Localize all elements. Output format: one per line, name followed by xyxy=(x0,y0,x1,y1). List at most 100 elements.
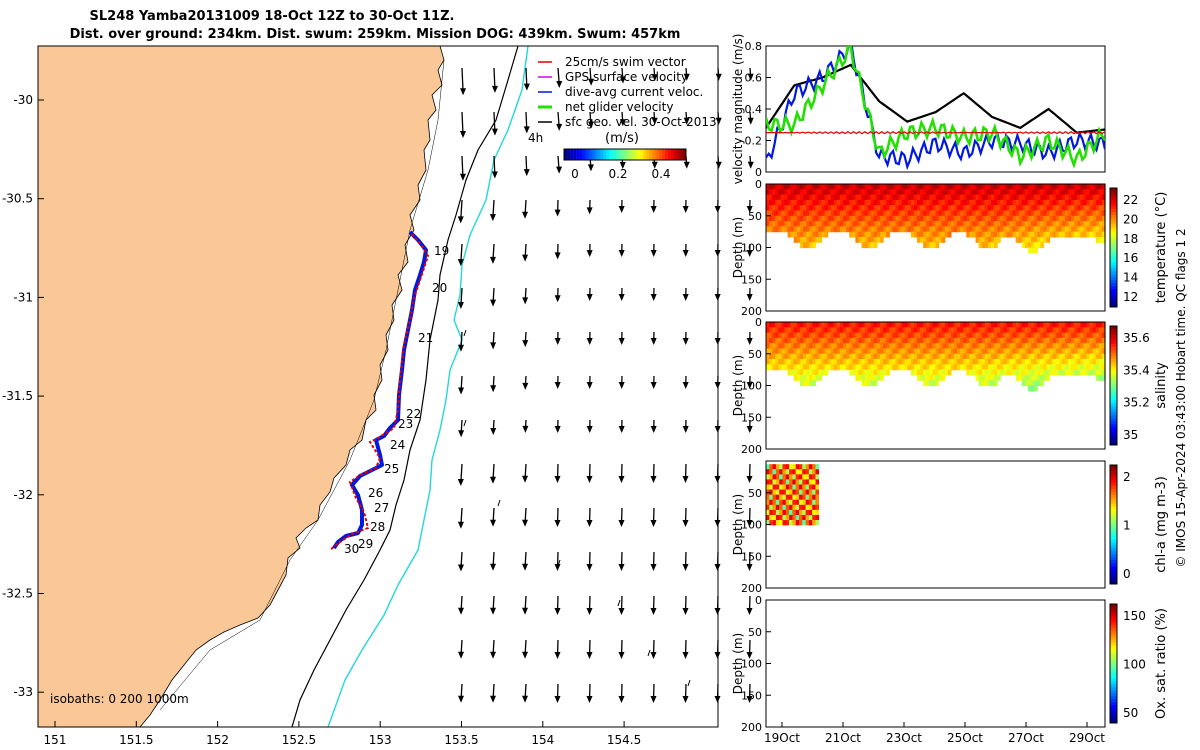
section-cell xyxy=(883,369,887,376)
section-cell xyxy=(1031,337,1035,344)
section-cell xyxy=(913,205,918,212)
section-cell xyxy=(984,226,989,233)
section-cell xyxy=(1003,210,1007,217)
section-cell xyxy=(978,210,983,217)
section-cell xyxy=(969,215,974,222)
section-cell xyxy=(873,226,878,233)
section-cell xyxy=(793,369,798,376)
velocity-arrow-head xyxy=(522,382,529,390)
speed-colorbar: 0 0.2 0.4 xyxy=(563,148,687,181)
colorbar-cell xyxy=(1110,578,1117,582)
section-cell xyxy=(824,184,829,190)
section-cell xyxy=(1012,210,1017,217)
section-cell xyxy=(920,337,924,344)
section-cell xyxy=(1000,231,1004,238)
section-cell xyxy=(852,369,856,376)
section-cell xyxy=(1074,353,1078,360)
section-cell xyxy=(805,504,810,511)
section-cell xyxy=(1027,184,1032,190)
section-cell xyxy=(1074,226,1078,233)
section-cell xyxy=(769,520,773,526)
velocity-arrow-head xyxy=(554,695,561,703)
section-cell xyxy=(1021,205,1026,212)
section-cell xyxy=(806,189,810,196)
section-cell xyxy=(806,226,810,233)
section-cell xyxy=(775,348,779,355)
section-cell xyxy=(1092,194,1097,201)
section-cell xyxy=(1009,369,1014,376)
section-cell xyxy=(990,380,995,387)
section-cell xyxy=(944,327,949,334)
section-cell xyxy=(886,231,890,238)
section-cell xyxy=(1095,364,1100,371)
section-cell xyxy=(904,184,909,190)
section-cell xyxy=(994,199,998,206)
section-cell xyxy=(1027,236,1032,243)
section-cell xyxy=(886,343,890,350)
section-cell xyxy=(941,189,946,196)
section-cell xyxy=(981,374,986,381)
section-cell xyxy=(926,221,930,227)
section-cell xyxy=(926,364,930,371)
section-cell xyxy=(1055,364,1060,371)
section-cell xyxy=(883,322,887,328)
section-cell xyxy=(923,199,927,206)
section-cell xyxy=(1068,184,1072,190)
colorbar-cell xyxy=(1110,488,1117,493)
section-cell xyxy=(984,369,989,376)
section-cell xyxy=(1092,210,1097,217)
section-cell xyxy=(809,380,813,387)
section-cell xyxy=(907,221,912,227)
section-cell xyxy=(904,332,909,339)
section-cell xyxy=(947,231,952,238)
section-cell xyxy=(901,364,906,371)
section-cell xyxy=(978,242,983,249)
colorbar-cell xyxy=(1110,512,1117,517)
section-cell xyxy=(779,479,783,485)
section-cell xyxy=(799,184,804,190)
section-cell xyxy=(778,184,783,190)
section-cell xyxy=(805,509,810,516)
section-cell xyxy=(941,348,946,355)
section-cell xyxy=(873,380,878,387)
section-cell xyxy=(792,479,796,485)
section-cell xyxy=(799,322,804,328)
section-cell xyxy=(766,226,770,233)
section-cell xyxy=(994,364,998,371)
section-cell xyxy=(787,359,792,365)
section-cell xyxy=(1101,343,1106,350)
section-cell xyxy=(821,184,826,190)
section-cell xyxy=(941,205,946,212)
section-cell xyxy=(812,189,816,196)
map-xtick-label: 153.5 xyxy=(444,733,478,747)
colorbar-cell xyxy=(1110,705,1117,709)
section-cell xyxy=(929,199,934,206)
section-cell xyxy=(889,199,893,206)
section-cell xyxy=(929,337,934,344)
section-cell xyxy=(833,205,838,212)
section-cell xyxy=(775,499,780,506)
day-label: 20 xyxy=(432,281,447,295)
section-cell xyxy=(858,210,863,217)
colorbar-cell xyxy=(1110,328,1117,333)
colorbar-cell xyxy=(1110,280,1117,284)
section-cell xyxy=(1034,205,1038,212)
section-cell xyxy=(1015,343,1020,350)
section-cell xyxy=(1000,189,1004,196)
section-cell xyxy=(984,189,989,196)
section-cell xyxy=(910,353,915,360)
section-ytick-label: 0 xyxy=(755,316,762,329)
section-cell xyxy=(806,374,810,381)
section-cell xyxy=(1043,226,1048,233)
section-cell xyxy=(892,359,897,365)
section-cell xyxy=(821,343,826,350)
section-cell xyxy=(938,226,943,233)
section-cell xyxy=(1071,189,1075,196)
section-cell xyxy=(1006,343,1011,350)
section-cell xyxy=(802,353,807,360)
section-cell xyxy=(792,484,796,490)
section-cell xyxy=(802,514,806,521)
velocity-arrow-head xyxy=(618,695,625,703)
section-cell xyxy=(1052,327,1057,334)
section-cell xyxy=(926,343,930,350)
